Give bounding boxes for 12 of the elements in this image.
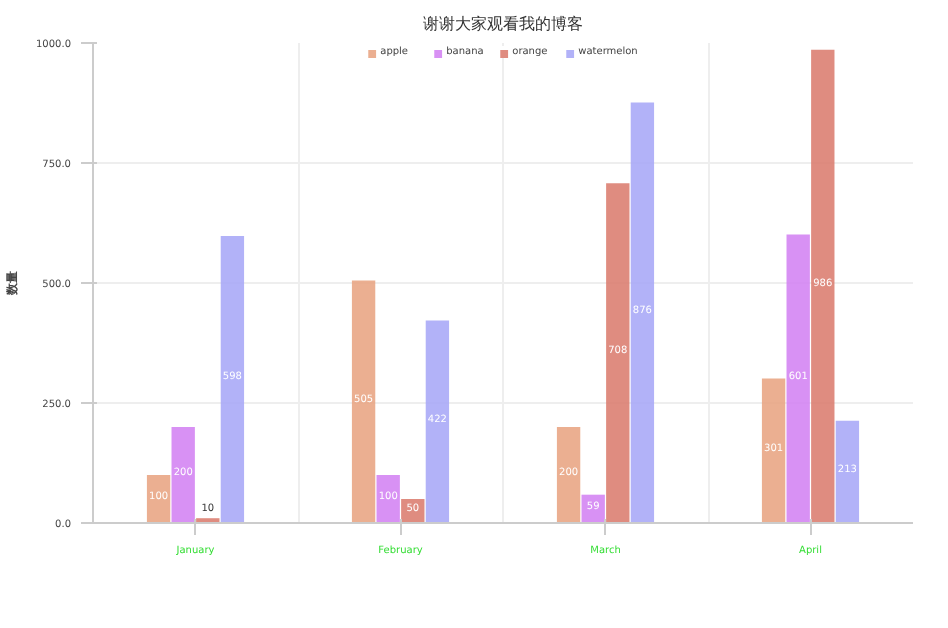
bar xyxy=(786,234,810,523)
bar xyxy=(606,183,630,523)
bar xyxy=(220,235,245,523)
bar xyxy=(351,280,376,523)
bar xyxy=(556,427,581,523)
bar xyxy=(171,427,195,523)
bar xyxy=(811,49,835,523)
bar xyxy=(630,102,655,523)
bar xyxy=(761,378,786,523)
bar xyxy=(835,420,860,523)
bar xyxy=(425,320,450,523)
chart-title: 谢谢大家观看我的博客 xyxy=(423,15,583,33)
